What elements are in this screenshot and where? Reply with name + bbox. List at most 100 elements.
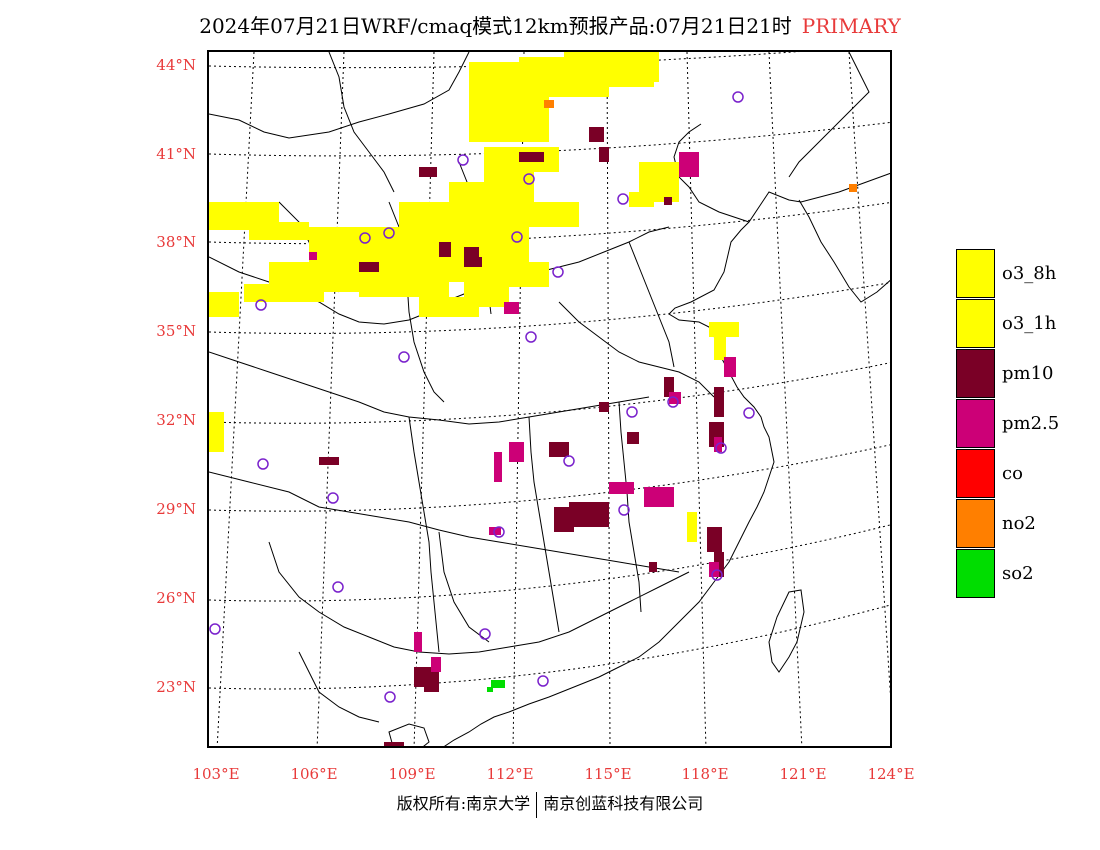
pm25-patch xyxy=(509,442,524,462)
o3-patch xyxy=(609,67,654,87)
legend-item-so2: so2 xyxy=(956,549,1096,599)
lat-label-23: 23°N xyxy=(156,678,196,696)
o3-patch xyxy=(714,335,726,360)
legend-label: o3_8h xyxy=(1002,263,1057,284)
no2-field xyxy=(544,100,857,192)
legend-label: so2 xyxy=(1002,563,1034,584)
pm25-patch xyxy=(431,657,441,672)
parallel-29 xyxy=(209,444,890,512)
province-7 xyxy=(268,541,690,655)
station-marker xyxy=(523,173,535,185)
legend-item-co: co xyxy=(956,449,1096,499)
pm10-patch xyxy=(649,562,657,572)
parallel-23 xyxy=(209,604,890,690)
legend-item-pm10: pm10 xyxy=(956,349,1096,399)
station-marker xyxy=(617,193,629,205)
o3-patch xyxy=(249,222,309,240)
legend-swatch xyxy=(956,299,995,348)
meridian-115 xyxy=(606,52,611,746)
pm10-patch xyxy=(599,147,609,162)
station-marker xyxy=(537,675,549,687)
o3-patch xyxy=(209,412,224,452)
pm10-patch xyxy=(474,257,482,267)
parallel-32 xyxy=(209,362,890,424)
pm25-patch xyxy=(414,632,422,652)
station-markers xyxy=(209,91,755,703)
o3-patch xyxy=(629,192,654,207)
meridian-124 xyxy=(848,52,890,696)
station-marker xyxy=(398,351,410,363)
legend-label: pm10 xyxy=(1002,363,1054,384)
north-border xyxy=(209,52,470,139)
so2-patch xyxy=(487,687,493,692)
station-marker xyxy=(732,91,744,103)
lon-label-112: 112°E xyxy=(486,765,534,783)
station-marker xyxy=(552,266,564,278)
lon-label-118: 118°E xyxy=(681,765,729,783)
station-marker xyxy=(384,691,396,703)
pm10-patch xyxy=(599,402,609,412)
o3-patch xyxy=(709,322,739,337)
lat-label-26: 26°N xyxy=(156,589,196,607)
province-8 xyxy=(408,416,440,653)
pm10-patch xyxy=(384,742,404,746)
station-marker xyxy=(715,442,727,454)
o3-patch xyxy=(209,292,239,317)
pm10-patch xyxy=(419,167,437,177)
station-marker xyxy=(209,623,221,635)
parallel-35 xyxy=(209,282,890,334)
pm25-patch xyxy=(724,357,736,377)
lon-label-115: 115°E xyxy=(584,765,632,783)
legend-swatch xyxy=(956,349,995,398)
lat-label-35: 35°N xyxy=(156,322,196,340)
pm10-patch xyxy=(664,377,674,397)
pm10-patch xyxy=(439,242,451,257)
hainan xyxy=(388,723,430,746)
pm10-patch xyxy=(714,387,724,417)
legend-label: o3_1h xyxy=(1002,313,1057,334)
province-5 xyxy=(209,351,650,425)
legend-label: co xyxy=(1002,463,1023,484)
title-text: 2024年07月21日WRF/cmaq模式12km预报产品:07月21日21时 xyxy=(199,14,792,38)
station-marker xyxy=(626,406,638,418)
coastline xyxy=(444,172,890,746)
station-marker xyxy=(511,231,523,243)
northeast-border xyxy=(788,52,870,178)
lon-label-121: 121°E xyxy=(779,765,827,783)
province-12 xyxy=(298,651,380,723)
primary-label: PRIMARY xyxy=(801,14,901,38)
o3-patch xyxy=(687,512,697,542)
lat-label-38: 38°N xyxy=(156,233,196,251)
legend-swatch xyxy=(956,449,995,498)
pm10-patch xyxy=(627,432,639,444)
legend-swatch xyxy=(956,399,995,448)
copyright-left: 版权所有:南京大学 xyxy=(396,794,531,813)
station-marker xyxy=(359,232,371,244)
pm25-patch xyxy=(489,527,501,535)
station-marker xyxy=(563,455,575,467)
parallel-38 xyxy=(209,202,890,245)
lon-label-103: 103°E xyxy=(192,765,240,783)
pm10-patch xyxy=(549,442,569,457)
o3-field xyxy=(209,52,739,542)
copyright-right: 南京创蓝科技有限公司 xyxy=(543,794,704,813)
legend: o3_8h o3_1h pm10 pm2.5 co no2 so2 xyxy=(956,249,1096,599)
meridian-103 xyxy=(216,52,255,746)
pm25-patch xyxy=(494,452,502,482)
pm10-patch xyxy=(707,527,722,552)
meridian-121 xyxy=(768,52,803,746)
pm25-patch xyxy=(644,487,674,507)
province-14 xyxy=(628,241,675,368)
o3-patch xyxy=(509,262,549,287)
pm10-patch xyxy=(359,262,379,272)
pm25-patch xyxy=(609,482,634,494)
station-marker xyxy=(479,628,491,640)
meridian-106 xyxy=(316,52,345,746)
parallel-26 xyxy=(209,524,890,602)
province-11 xyxy=(438,531,490,643)
province-6 xyxy=(209,471,680,573)
station-marker xyxy=(327,492,339,504)
lon-label-124: 124°E xyxy=(867,765,915,783)
province-13 xyxy=(558,301,715,398)
footer-divider xyxy=(536,791,538,818)
